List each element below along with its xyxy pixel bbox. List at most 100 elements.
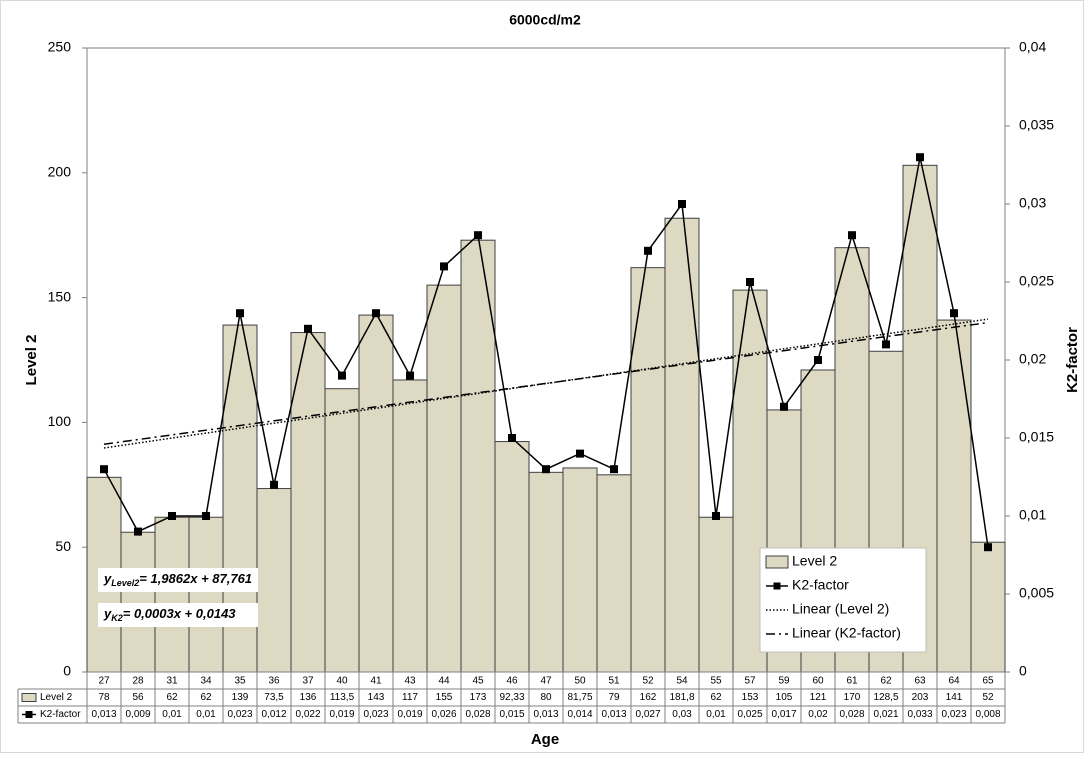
table-value: 0,028: [465, 709, 490, 720]
bar: [936, 319, 972, 673]
bar: [562, 467, 598, 673]
table-value: 136: [300, 692, 317, 703]
x-tick-label: 43: [404, 676, 416, 687]
line-marker: [780, 402, 788, 411]
table-value: 79: [608, 692, 620, 703]
y-tick-label: 200: [48, 164, 72, 180]
line-marker: [406, 371, 414, 380]
table-row-header: K2-factor: [40, 709, 81, 720]
table-value: 0,027: [635, 709, 660, 720]
line-marker: [712, 512, 720, 520]
bar: [154, 516, 190, 673]
table-row-header: Level 2: [40, 692, 73, 703]
line-marker: [338, 371, 346, 380]
legend-label: Linear (K2-factor): [792, 625, 901, 641]
table-value: 105: [776, 692, 793, 703]
table-value: 78: [98, 692, 110, 703]
x-tick-label: 31: [166, 676, 178, 687]
x-tick-label: 46: [506, 676, 518, 687]
line-marker: [168, 512, 176, 520]
bar: [188, 516, 224, 673]
bar: [596, 474, 632, 673]
x-tick-label: 45: [472, 676, 484, 687]
line-marker: [440, 262, 448, 271]
x-tick-label: 60: [812, 676, 824, 687]
legend-label: Level 2: [792, 553, 837, 569]
x-tick-label: 44: [438, 676, 450, 687]
table-value: 0,028: [839, 709, 864, 720]
annotation-part: y: [103, 606, 112, 621]
x-tick-label: 52: [642, 676, 654, 687]
line-marker: [134, 527, 142, 536]
y2-tick-label: 0,005: [1019, 585, 1054, 601]
bar: [256, 488, 292, 673]
table-value: 0,02: [808, 709, 828, 720]
y-tick-label: 100: [48, 413, 72, 429]
line-marker: [916, 153, 924, 162]
table-value: 0,01: [162, 709, 182, 720]
line-marker: [474, 231, 482, 240]
line-marker: [508, 434, 516, 442]
table-value: 0,009: [125, 709, 150, 720]
annotation-part: = 1,9862x + 87,761: [139, 571, 252, 586]
x-tick-label: 59: [778, 676, 790, 687]
line-marker: [814, 356, 822, 364]
x-tick-label: 57: [744, 676, 756, 687]
y2-tick-label: 0,025: [1019, 273, 1054, 289]
table-value: 155: [436, 692, 453, 703]
y2-tick-label: 0: [1019, 663, 1027, 679]
table-value: 139: [232, 692, 249, 703]
table-value: 0,023: [227, 709, 252, 720]
x-tick-label: 61: [846, 676, 858, 687]
annotation: yK2= 0,0003x + 0,0143: [103, 606, 236, 623]
bar: [120, 531, 156, 673]
chart-title: 6000cd/m2: [509, 12, 581, 28]
y2-tick-label: 0,01: [1019, 507, 1046, 523]
table-value: 62: [710, 692, 722, 703]
table-value: 56: [132, 692, 144, 703]
table-value: 0,022: [295, 709, 320, 720]
legend-swatch: [21, 693, 37, 702]
x-tick-label: 62: [880, 676, 892, 687]
y-tick-label: 50: [55, 538, 71, 554]
bar: [426, 284, 462, 673]
x-tick-label: 28: [132, 676, 144, 687]
line-marker: [610, 465, 618, 474]
table-value: 0,019: [329, 709, 354, 720]
table-value: 143: [368, 692, 385, 703]
table-value: 181,8: [669, 692, 694, 703]
table-value: 81,75: [567, 692, 592, 703]
y2-tick-label: 0,04: [1019, 39, 1046, 55]
y2-tick-label: 0,015: [1019, 429, 1054, 445]
table-value: 80: [540, 692, 552, 703]
table-value: 0,013: [601, 709, 626, 720]
bar: [970, 541, 1006, 673]
bar: [494, 441, 530, 673]
y2-tick-label: 0,02: [1019, 351, 1046, 367]
table-value: 0,03: [672, 709, 692, 720]
line-marker: [202, 512, 210, 520]
bar: [358, 314, 394, 673]
legend-label: Linear (Level 2): [792, 601, 889, 617]
table-value: 0,023: [941, 709, 966, 720]
y-tick-label: 150: [48, 288, 72, 304]
table-value: 0,019: [397, 709, 422, 720]
x-tick-label: 50: [574, 676, 586, 687]
legend-label: K2-factor: [792, 577, 849, 593]
y-axis-title: Level 2: [23, 335, 40, 386]
x-tick-label: 47: [540, 676, 552, 687]
table-value: 121: [810, 692, 827, 703]
bar: [630, 267, 666, 673]
line-marker: [882, 340, 890, 349]
x-tick-label: 64: [948, 676, 960, 687]
x-tick-label: 65: [982, 676, 994, 687]
table-value: 62: [166, 692, 178, 703]
line-marker: [304, 324, 312, 333]
line-marker: [848, 231, 856, 240]
table-value: 0,026: [431, 709, 456, 720]
bar: [664, 217, 700, 673]
table-value: 0,025: [737, 709, 762, 720]
annotation-box: [98, 603, 258, 627]
table-value: 173: [470, 692, 487, 703]
annotation-part: Level2: [111, 578, 139, 588]
